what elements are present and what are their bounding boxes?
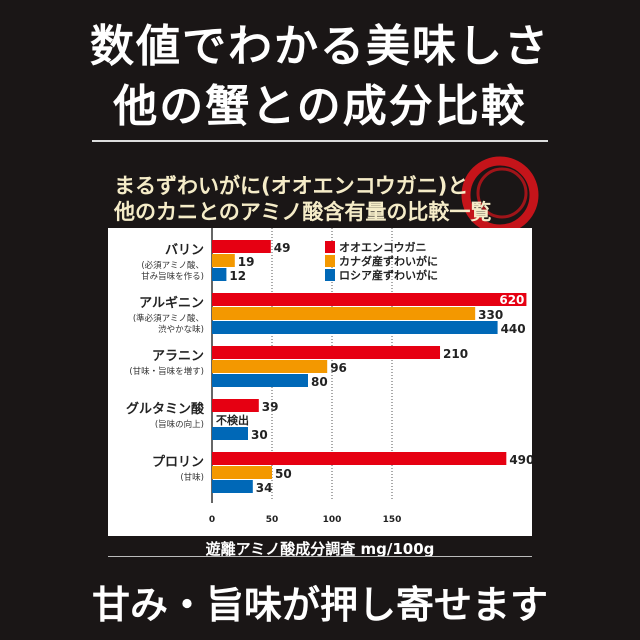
headline-line2: 他の蟹との成分比較 <box>113 81 527 132</box>
category-note: (準必須アミノ酸、 <box>133 313 204 324</box>
category-note: 甘み旨味を作る) <box>141 271 204 282</box>
bar-value-label: 440 <box>501 322 526 336</box>
bar-value-label: 80 <box>311 375 328 389</box>
red-brush-circle-decoration <box>461 156 539 234</box>
bar-value-label: 34 <box>256 481 273 495</box>
legend-label: カナダ産ずわいがに <box>339 254 438 268</box>
category-note: (甘味) <box>180 472 204 483</box>
bar-value-label: 330 <box>478 308 503 322</box>
caption-divider <box>108 556 532 557</box>
bar-value-label: 96 <box>330 361 347 375</box>
bar-orange <box>212 360 328 373</box>
not-detected-label: 不検出 <box>216 413 249 427</box>
bar-value-label: 12 <box>229 269 246 283</box>
bar-value-label: 620 <box>499 293 524 307</box>
category-label: バリン <box>165 243 204 258</box>
bar-value-label: 30 <box>251 428 268 442</box>
bar-value-label: 490 <box>509 453 532 467</box>
bar-red <box>212 346 441 359</box>
legend-swatch <box>325 255 335 267</box>
x-tick-label: 150 <box>383 515 402 525</box>
bar-blue <box>212 480 253 493</box>
category-note: (旨味の向上) <box>155 419 204 430</box>
x-tick-label: 100 <box>323 515 342 525</box>
category-label: プロリン <box>152 455 204 470</box>
legend-swatch <box>325 241 335 253</box>
category-label: アラニン <box>152 349 204 364</box>
bar-orange <box>212 466 272 479</box>
subtitle-line1: まるずわいがに(オオエンコウガニ)と <box>114 174 469 198</box>
bar-red <box>212 399 259 412</box>
bar-red <box>212 293 527 306</box>
bar-value-label: 50 <box>275 467 292 481</box>
bar-blue <box>212 268 227 281</box>
category-label: アルギニン <box>139 295 204 311</box>
bar-red <box>212 240 271 253</box>
legend-label: ロシア産ずわいがに <box>339 268 438 282</box>
bar-orange <box>212 307 476 320</box>
bar-red <box>212 452 507 465</box>
category-note: 渋やかな味) <box>158 324 204 335</box>
bar-blue <box>212 374 308 387</box>
category-note: (必須アミノ酸、 <box>141 260 204 271</box>
bar-blue <box>212 427 248 440</box>
legend-swatch <box>325 269 335 281</box>
legend-label: オオエンコウガニ <box>339 240 427 254</box>
divider <box>92 140 548 142</box>
bar-value-label: 210 <box>443 347 468 361</box>
x-tick-label: 50 <box>266 515 279 525</box>
category-label: グルタミン酸 <box>126 401 205 417</box>
chart-panel: 0 50 100 150 バリン (必須アミノ酸、 甘み旨味を作る) 49 19 12 アルギニン (… <box>108 228 532 536</box>
category-note: (甘味・旨味を増す) <box>129 366 204 377</box>
bar-orange <box>212 254 235 267</box>
bar-value-label: 49 <box>274 241 291 255</box>
headline-line1: 数値でわかる美味しさ <box>90 21 550 72</box>
x-tick-label: 0 <box>209 515 215 525</box>
x-axis-label: 遊離アミノ酸成分調査 mg/100g <box>205 540 435 558</box>
tagline: 甘み・旨味が押し寄せます <box>91 583 548 627</box>
bar-value-label: 39 <box>262 400 279 414</box>
subtitle-line2: 他のカニとのアミノ酸含有量の比較一覧 <box>114 200 492 224</box>
bar-value-label: 19 <box>238 255 255 269</box>
bar-blue <box>212 321 498 334</box>
